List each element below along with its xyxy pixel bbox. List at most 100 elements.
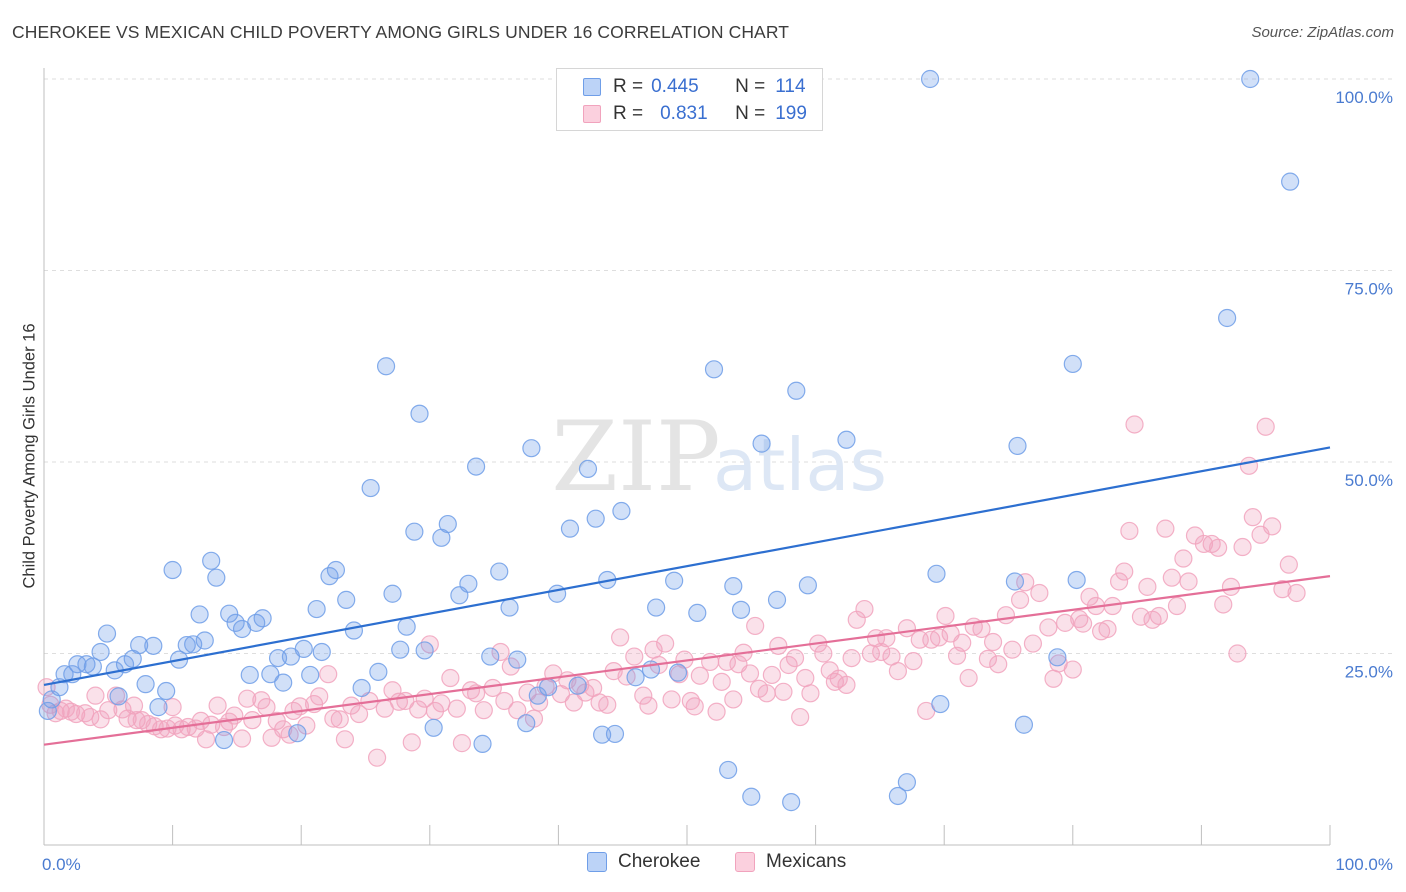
data-point (665, 571, 684, 590)
data-point (1023, 634, 1043, 653)
data-point (668, 663, 688, 682)
data-point (91, 642, 110, 662)
data-point (1044, 669, 1063, 688)
data-point (508, 650, 527, 669)
data-point (1073, 614, 1093, 633)
data-point (214, 730, 234, 750)
data-point (1214, 595, 1233, 614)
data-point (410, 404, 429, 423)
data-point (99, 701, 118, 720)
data-point (801, 684, 820, 703)
data-point (97, 624, 117, 643)
data-point (1256, 417, 1275, 436)
data-point (639, 696, 658, 715)
legend-r-label: R = (613, 103, 644, 124)
data-point (232, 729, 252, 748)
legend-n-label: N = (735, 103, 766, 124)
data-point (144, 636, 163, 655)
data-point (501, 657, 520, 676)
data-point (124, 696, 144, 715)
data-point (1055, 613, 1075, 632)
data-point (842, 648, 861, 668)
watermark: ZIP atlas (551, 401, 887, 513)
trend-lines (43, 446, 1331, 746)
data-point (500, 598, 519, 617)
data-point (1218, 308, 1237, 328)
data-point (625, 647, 644, 666)
data-point (690, 666, 709, 685)
data-point (459, 574, 478, 593)
data-point (447, 699, 466, 718)
data-point (424, 718, 443, 737)
data-point (634, 686, 653, 705)
data-point (1138, 577, 1157, 596)
data-point (769, 636, 788, 655)
data-point (1174, 549, 1193, 568)
data-point (1233, 537, 1252, 557)
data-point (238, 689, 257, 708)
data-point (929, 628, 949, 647)
data-point (936, 606, 955, 626)
data-point (626, 668, 645, 687)
data-point (1048, 648, 1067, 667)
data-point (605, 724, 625, 744)
data-point (1209, 538, 1228, 557)
trend-line-mexicans (43, 575, 1331, 746)
legend-label-mexicans: Mexicans (766, 851, 847, 872)
data-point (1039, 618, 1058, 637)
y-tick-label: 100.0% (1335, 88, 1393, 107)
trend-line-cherokee (43, 446, 1331, 686)
data-point (888, 786, 908, 806)
data-point (177, 635, 196, 655)
data-point (247, 613, 266, 632)
legend-label-cherokee: Cherokee (618, 851, 701, 872)
data-point (996, 606, 1016, 625)
data-point (349, 704, 369, 724)
legend-n-value: 114 (775, 76, 806, 97)
chart-title: CHEROKEE VS MEXICAN CHILD POVERTY AMONG … (12, 22, 790, 42)
data-point (972, 619, 991, 639)
data-point (724, 690, 743, 709)
data-point (261, 665, 280, 684)
data-point (1016, 573, 1035, 592)
data-point (539, 678, 558, 697)
data-point (779, 655, 798, 675)
data-point (1194, 534, 1214, 554)
legend-r-value: 0.445 (651, 76, 699, 97)
watermark-zip: ZIP (551, 401, 720, 513)
data-point (38, 701, 57, 721)
data-point (1115, 562, 1134, 581)
data-point (220, 604, 239, 623)
data-point (814, 644, 833, 663)
series-cherokee (38, 69, 1300, 812)
data-point (253, 609, 272, 628)
data-point (91, 710, 110, 729)
data-point (791, 707, 810, 727)
legend-n-label: N = (735, 76, 766, 97)
data-point (86, 686, 105, 705)
data-point (130, 635, 149, 655)
data-point (1080, 587, 1099, 606)
data-point (989, 655, 1008, 674)
data-point (785, 648, 805, 668)
data-point (920, 69, 940, 89)
data-point (787, 381, 806, 400)
data-point (473, 734, 492, 753)
data-point (190, 605, 209, 624)
data-point (1287, 583, 1306, 603)
data-point (1241, 69, 1260, 89)
data-point (1221, 577, 1241, 596)
y-tick-label: 75.0% (1345, 280, 1393, 299)
data-point (1125, 415, 1144, 434)
data-point (953, 633, 972, 652)
legend-row-cherokee: R = 0.445 N = 114 (583, 75, 806, 99)
y-tick-label: 50.0% (1345, 471, 1393, 490)
data-point (707, 702, 726, 721)
data-point (719, 760, 738, 780)
data-point (280, 725, 299, 744)
data-point (578, 459, 598, 478)
data-point (1228, 644, 1247, 663)
data-point (474, 701, 493, 720)
data-point (746, 616, 765, 636)
data-point (647, 598, 666, 617)
